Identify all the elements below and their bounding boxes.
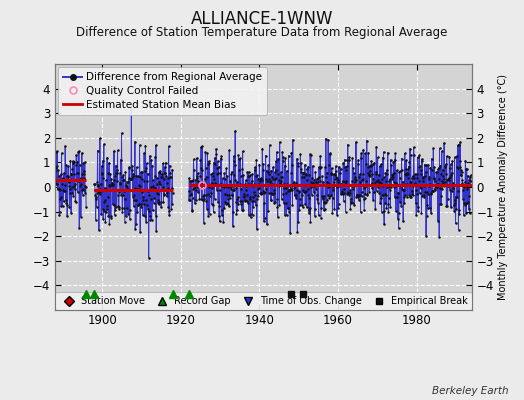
Y-axis label: Monthly Temperature Anomaly Difference (°C): Monthly Temperature Anomaly Difference (…	[498, 74, 508, 300]
Legend: Station Move, Record Gap, Time of Obs. Change, Empirical Break: Station Move, Record Gap, Time of Obs. C…	[55, 292, 472, 310]
Text: Berkeley Earth: Berkeley Earth	[432, 386, 508, 396]
Text: Difference of Station Temperature Data from Regional Average: Difference of Station Temperature Data f…	[77, 26, 447, 39]
Text: ALLIANCE-1WNW: ALLIANCE-1WNW	[191, 10, 333, 28]
